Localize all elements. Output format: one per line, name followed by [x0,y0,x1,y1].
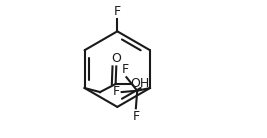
Text: F: F [112,85,120,98]
Text: OH: OH [131,77,150,91]
Text: F: F [122,63,129,76]
Text: F: F [132,110,139,123]
Text: O: O [111,52,121,65]
Text: F: F [114,5,121,18]
